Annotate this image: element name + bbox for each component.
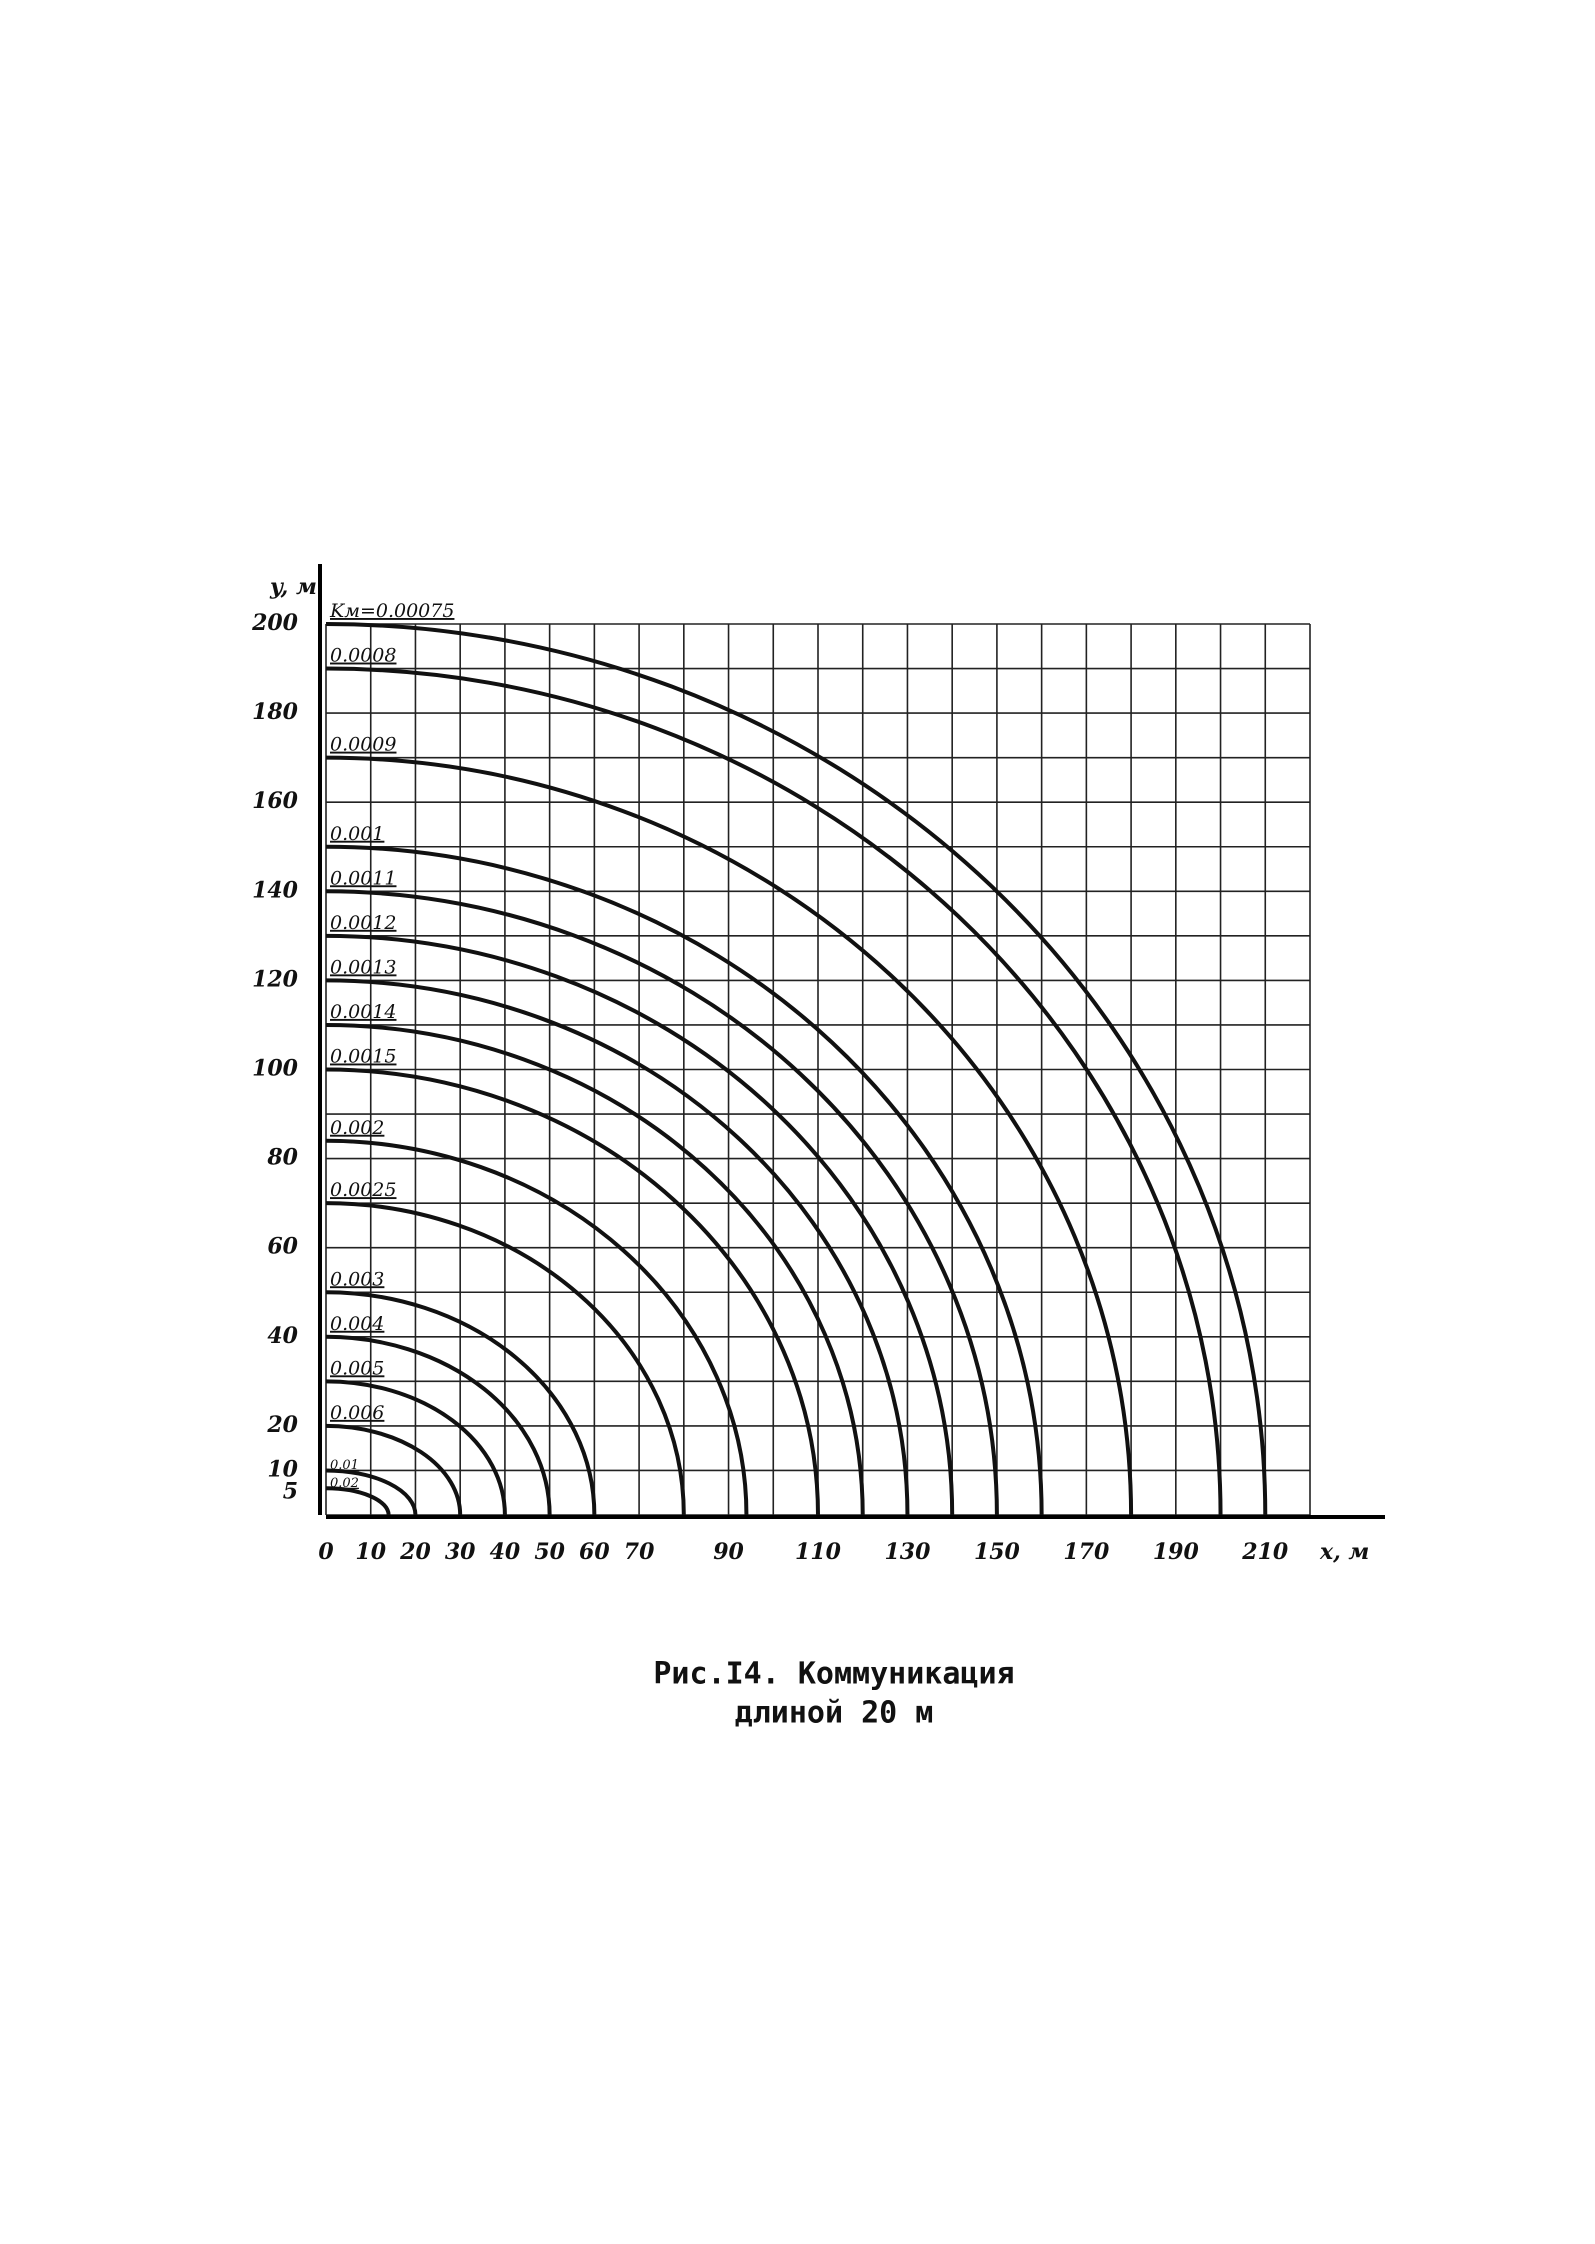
x-tick-label: 90 (713, 1539, 744, 1565)
x-tick-label: 210 (1241, 1539, 1289, 1565)
curve-label: 0.0025 (330, 1179, 396, 1201)
y-tick-label: 20 (266, 1412, 298, 1438)
curve (325, 889, 999, 1516)
curve (325, 1290, 597, 1516)
curve (325, 1067, 820, 1516)
x-tick-label: 170 (1063, 1539, 1110, 1565)
x-tick-label: 110 (795, 1539, 842, 1565)
curve-label: 0.004 (330, 1313, 384, 1335)
curve-label: 0.0014 (330, 1001, 396, 1023)
x-tick-label: 130 (884, 1539, 931, 1565)
curve-label: 0.0011 (330, 867, 396, 889)
x-tick-label: 190 (1153, 1539, 1200, 1565)
curve (325, 1379, 507, 1516)
curve (325, 622, 1268, 1516)
y-tick-label: 5 (283, 1479, 298, 1505)
curve (325, 1138, 749, 1516)
y-tick-label: 40 (267, 1323, 298, 1349)
curve (325, 978, 910, 1516)
x-tick-label: 70 (624, 1539, 655, 1565)
curve (325, 1334, 552, 1516)
curve (325, 1022, 865, 1516)
y-tick-label: 200 (251, 610, 299, 636)
x-tick-label: 10 (355, 1539, 386, 1565)
curve-label: 0.001 (330, 823, 384, 845)
y-tick-label: 160 (252, 788, 299, 814)
caption: длиной 20 м (735, 1696, 934, 1731)
y-tick-label: 10 (267, 1456, 298, 1482)
caption: Рис.I4. Коммуникация (653, 1657, 1014, 1692)
x-tick-label: 150 (974, 1539, 1021, 1565)
curve-label: 0.002 (330, 1117, 384, 1139)
y-axis-label: y, м (269, 574, 317, 600)
curve (325, 1201, 686, 1516)
curve-label: Kм=0.00075 (329, 600, 454, 622)
curve-label: 0.0013 (330, 956, 396, 978)
curve-label: 0.003 (330, 1268, 384, 1290)
x-tick-label: 40 (490, 1539, 521, 1565)
curve-label: 0.02 (330, 1476, 359, 1491)
curve-label: 0.005 (330, 1357, 384, 1379)
curve (325, 844, 1044, 1516)
x-tick-label: 60 (579, 1539, 610, 1565)
curve-label: 0.0008 (330, 645, 396, 667)
x-axis-label: x, м (1319, 1539, 1369, 1565)
curve-label: 0.0015 (330, 1046, 396, 1068)
y-tick-label: 180 (252, 699, 299, 725)
y-tick-label: 100 (252, 1056, 299, 1082)
curve-label: 0.0012 (330, 912, 396, 934)
y-tick-label: 120 (252, 966, 299, 992)
curve (325, 1486, 391, 1516)
y-tick-label: 140 (252, 877, 299, 903)
x-tick-label: 30 (445, 1539, 476, 1565)
curve-label: 0.0009 (330, 734, 396, 756)
curve (325, 666, 1223, 1516)
curve (325, 933, 955, 1516)
y-tick-label: 60 (267, 1234, 298, 1260)
x-tick-label: 20 (399, 1539, 431, 1565)
curve-label: 0.01 (330, 1458, 359, 1473)
curve (325, 755, 1134, 1516)
curve-label: 0.006 (330, 1402, 384, 1424)
y-tick-label: 80 (266, 1145, 298, 1171)
curve (325, 1468, 418, 1516)
x-tick-label: 0 (318, 1539, 334, 1565)
x-tick-label: 50 (534, 1539, 565, 1565)
curve (325, 1423, 463, 1516)
